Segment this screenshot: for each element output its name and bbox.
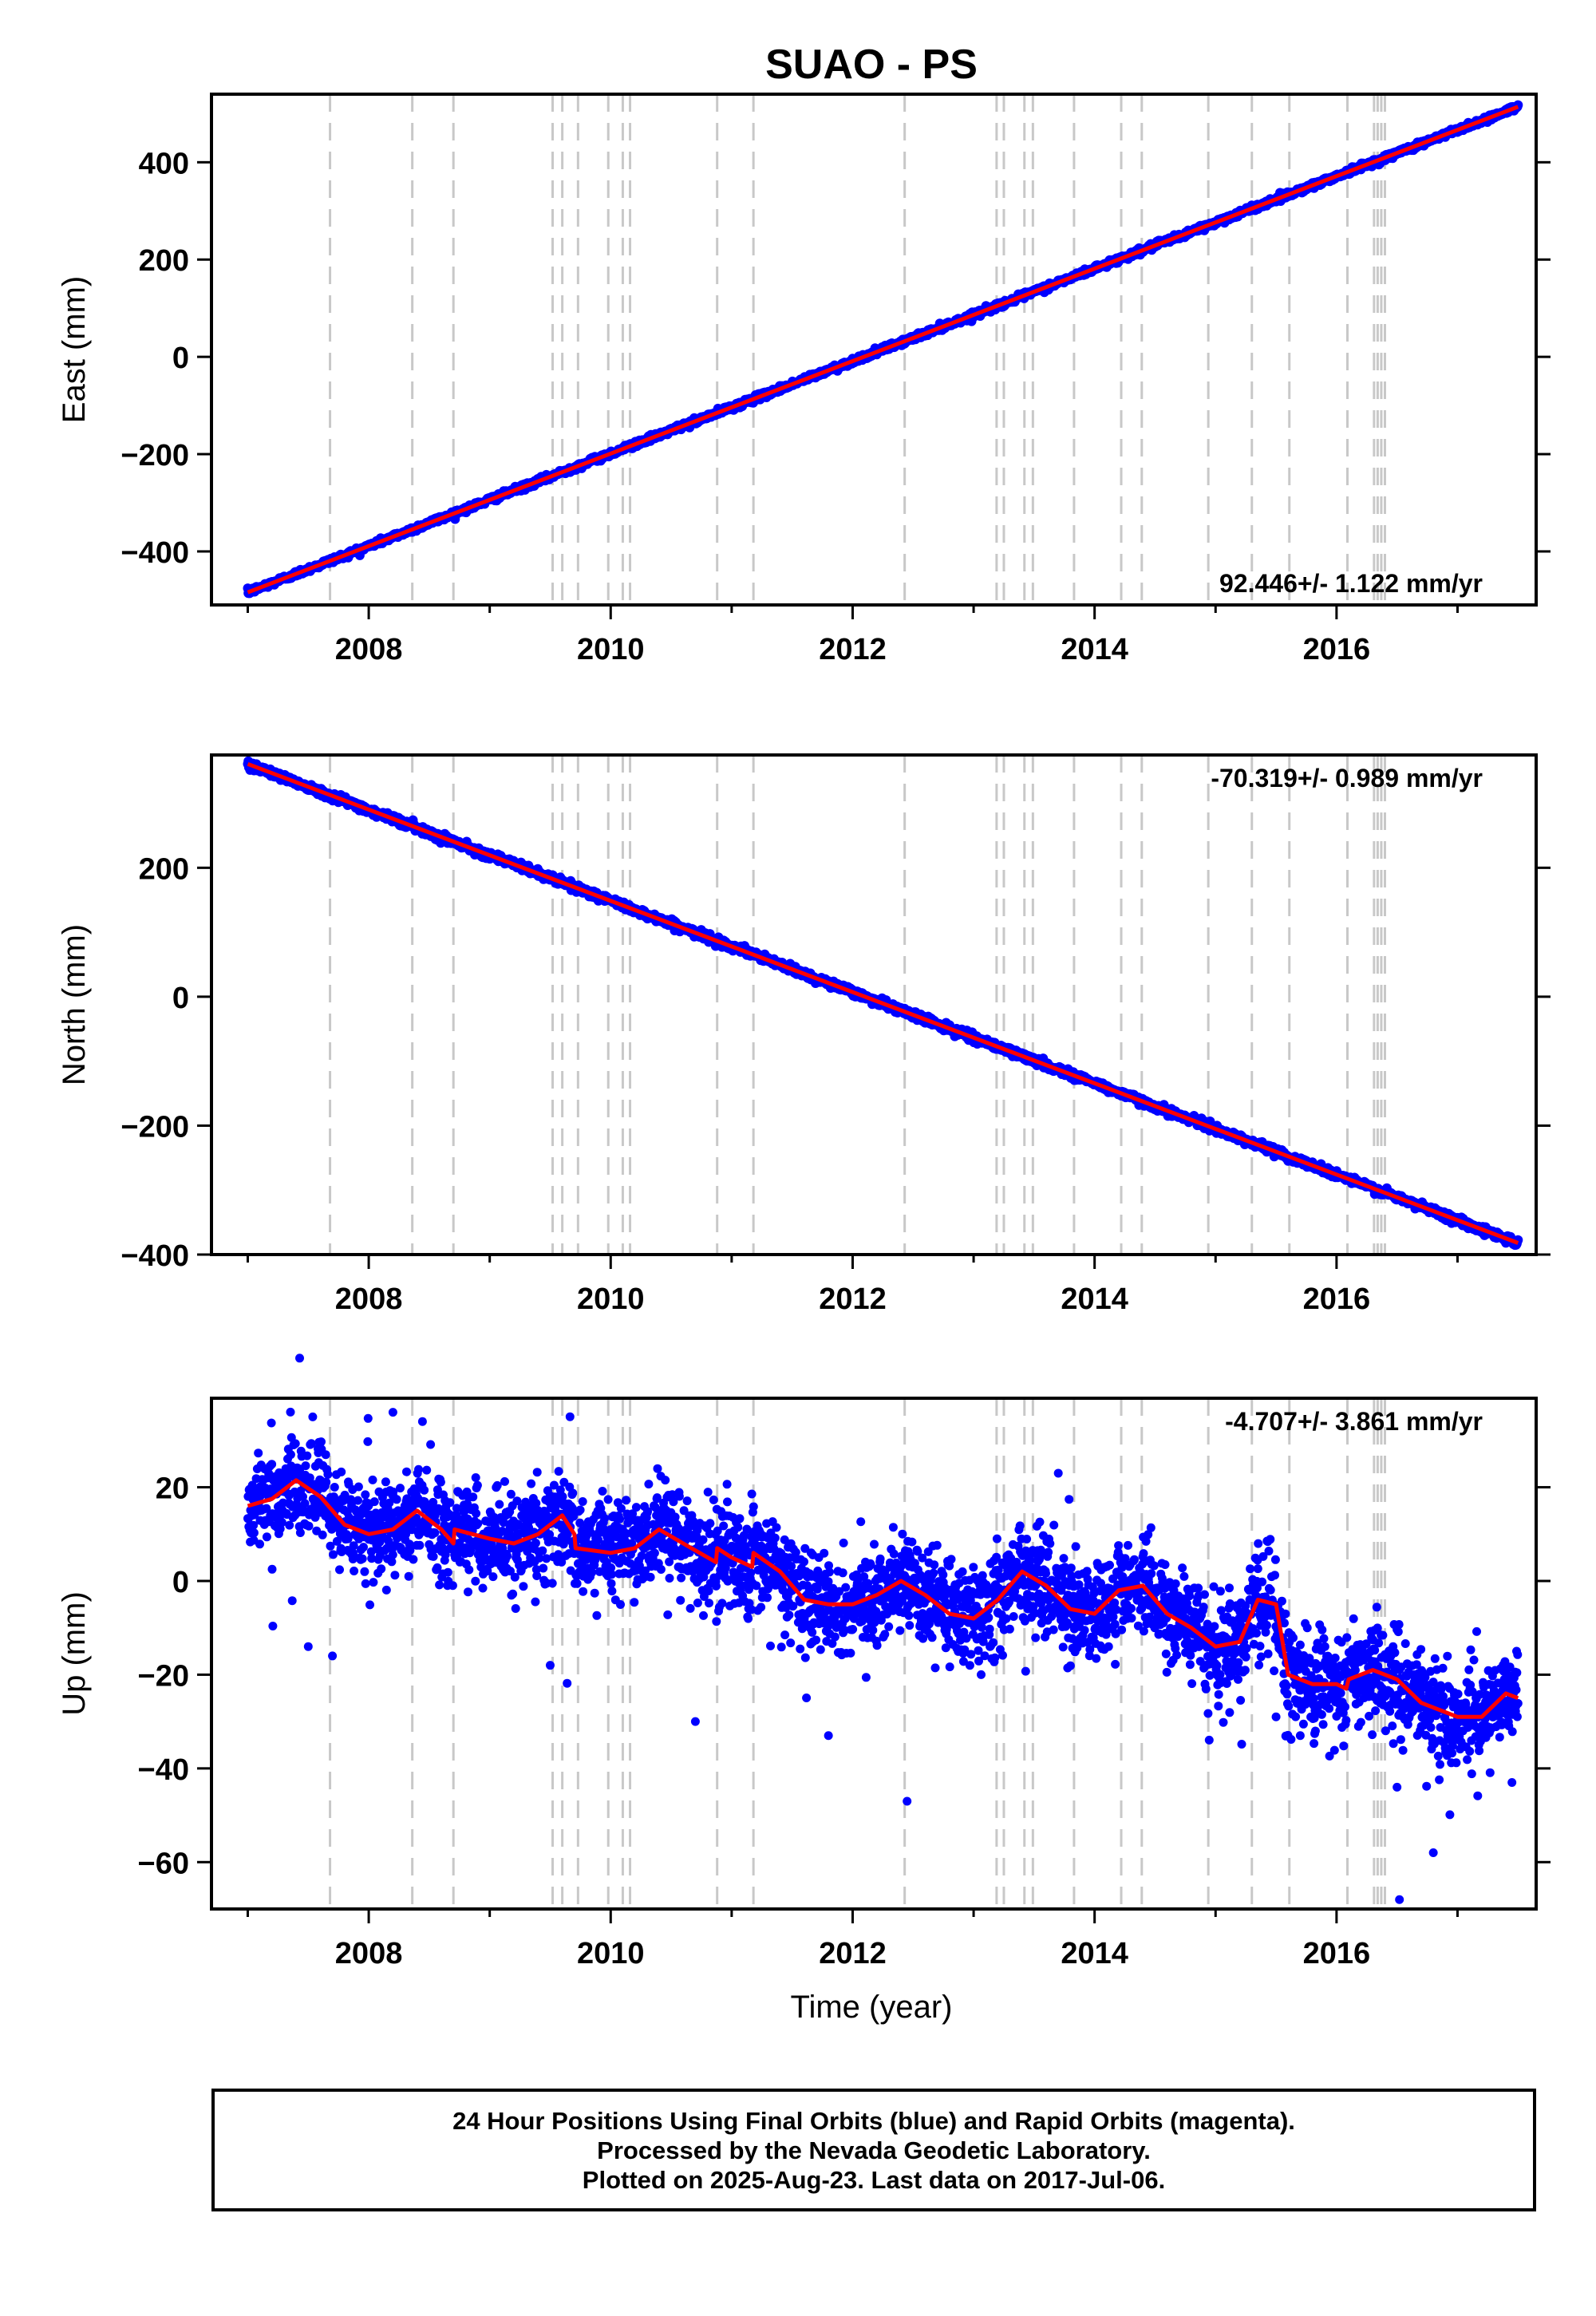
up-data-point: [381, 1477, 390, 1487]
up-data-point: [363, 1437, 373, 1446]
chart-title: SUAO - PS: [765, 41, 978, 88]
east-x-tick-label: 2012: [819, 633, 887, 666]
north-x-tick-label: 2016: [1303, 1282, 1371, 1316]
north-x-tick-label: 2008: [335, 1282, 403, 1316]
up-data-point: [285, 1520, 294, 1530]
north-offset-lines: [329, 755, 1387, 1255]
east-y-tick-labels: −400 −200 0 200 400: [120, 147, 189, 570]
up-data-point: [323, 1470, 333, 1479]
north-y-axis-label: North (mm): [57, 924, 92, 1085]
up-data-point: [350, 1567, 359, 1575]
up-data-point: [255, 1539, 264, 1549]
up-data-point: [365, 1600, 374, 1610]
east-y-tick-label: 200: [139, 244, 189, 278]
up-data-point: [308, 1412, 318, 1421]
east-x-tick-label: 2014: [1061, 633, 1128, 666]
east-offset-lines: [329, 94, 1387, 605]
up-data-point: [249, 1528, 259, 1538]
up-data-point: [359, 1543, 368, 1552]
north-x-tick-labels: 2008 2010 2012 2014 2016: [335, 1282, 1370, 1316]
up-data-point: [302, 1451, 312, 1460]
north-y-tick-label: 0: [172, 982, 189, 1015]
north-y-tick-label: −200: [120, 1110, 189, 1144]
east-x-tick-label: 2016: [1303, 633, 1371, 666]
up-data-point: [321, 1450, 330, 1460]
up-data-point: [368, 1475, 377, 1484]
north-trend-line: [247, 761, 1519, 1245]
up-data-point: [396, 1484, 405, 1493]
north-y-tick-labels: −400 −200 0 200: [120, 852, 189, 1273]
up-data-point: [301, 1461, 310, 1471]
north-panel: 2008 2010 2012 2014 2016 −400 −200 0 200 North …: [57, 753, 1551, 1316]
up-data-point: [381, 1585, 391, 1595]
east-x-tick-label: 2010: [577, 633, 645, 666]
up-data-point: [267, 1564, 277, 1574]
up-data-point: [369, 1497, 379, 1507]
up-data-point: [286, 1450, 295, 1460]
up-data-point: [254, 1448, 263, 1458]
up-data-point: [369, 1578, 378, 1587]
up-data-point: [392, 1495, 401, 1504]
east-rate-label: 92.446+/- 1.122 mm/yr: [1219, 569, 1483, 598]
east-panel: 2008 2010 2012 2014 2016 −400 −200 0 200 400 Eas…: [57, 93, 1551, 666]
up-data-point: [287, 1596, 297, 1606]
north-y-tick-label: −400: [120, 1239, 189, 1273]
up-data-point: [295, 1528, 305, 1537]
east-y-tick-label: −400: [120, 536, 189, 570]
up-data-point: [290, 1439, 300, 1448]
east-y-tick-label: 400: [139, 147, 189, 180]
up-data-point: [268, 1622, 278, 1630]
up-data-point: [262, 1532, 271, 1542]
north-rate-label: -70.319+/- 0.989 mm/yr: [1211, 764, 1483, 792]
east-y-tick-label: −200: [120, 439, 189, 472]
up-data-point: [361, 1490, 370, 1500]
east-y-tick-label: 0: [172, 342, 189, 375]
up-data-point: [361, 1579, 370, 1588]
east-trend-line: [247, 105, 1519, 595]
north-y-tick-label: 200: [139, 852, 189, 886]
north-x-tick-label: 2010: [577, 1282, 645, 1316]
up-data-point: [354, 1496, 362, 1505]
up-data-point: [267, 1418, 276, 1428]
north-x-tick-label: 2014: [1061, 1282, 1128, 1316]
up-data-point: [337, 1467, 346, 1476]
up-data-point: [286, 1407, 295, 1417]
up-scatter-points: [243, 1354, 1523, 1904]
up-data-point: [267, 1460, 277, 1469]
up-data-point: [360, 1567, 369, 1576]
up-data-point: [335, 1565, 344, 1575]
up-data-point: [322, 1477, 331, 1487]
up-data-point: [330, 1483, 339, 1492]
east-x-tick-labels: 2008 2010 2012 2014 2016: [335, 633, 1370, 666]
up-data-point: [354, 1482, 363, 1492]
north-x-tick-label: 2012: [819, 1282, 887, 1316]
up-data-point: [304, 1521, 314, 1531]
up-data-point: [295, 1354, 304, 1363]
up-data-point: [318, 1530, 327, 1539]
east-y-axis-label: East (mm): [57, 276, 92, 423]
up-data-point: [390, 1571, 400, 1580]
up-data-point: [377, 1564, 386, 1574]
east-x-tick-label: 2008: [335, 633, 403, 666]
up-data-point: [358, 1554, 367, 1563]
up-data-point: [363, 1413, 373, 1423]
up-data-point: [388, 1550, 397, 1559]
